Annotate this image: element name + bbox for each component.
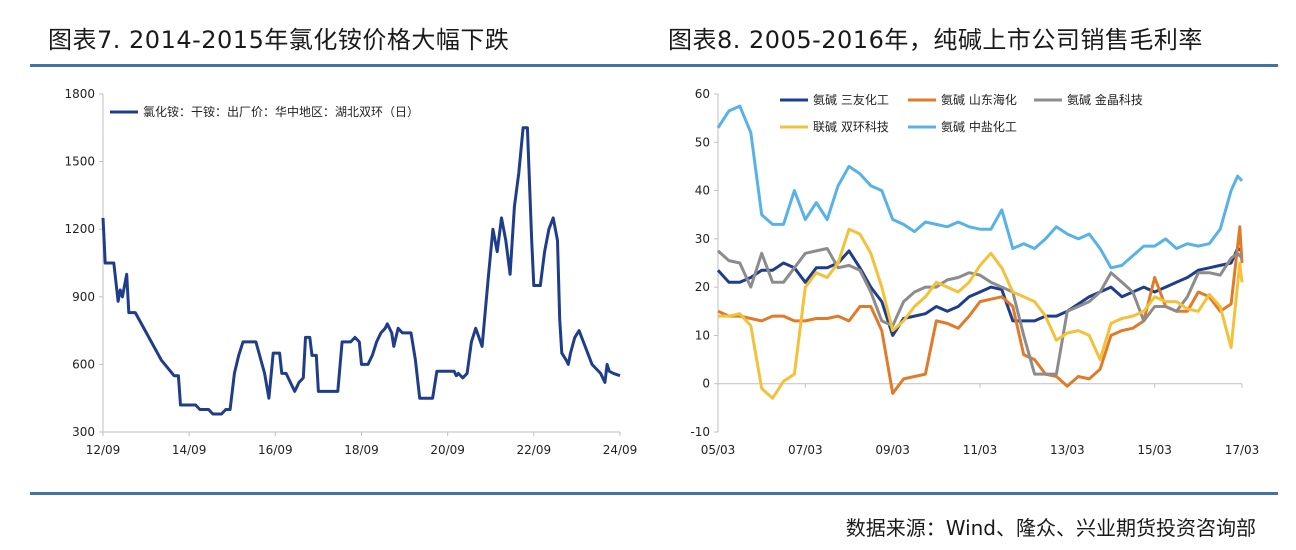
x-tick-label: 22/09 [517, 443, 552, 457]
legend-label: 氨碱 金晶科技 [1067, 92, 1143, 107]
series-line-0 [716, 247, 1243, 337]
x-tick-label: 12/09 [86, 443, 121, 457]
ammonium-chloride-price-chart: 300 600 900 1200 1500 1800 12/09 14/09 16/09 18/0… [30, 80, 650, 480]
legend-label: 联碱 双环科技 [813, 120, 889, 134]
x-tick-label: 05/03 [701, 443, 736, 457]
y-tick-label: 50 [695, 135, 710, 149]
y-tick-label: 10 [695, 328, 710, 342]
legend-label: 氯化铵：干铵：出厂价：华中地区：湖北双环（日） [143, 104, 419, 119]
series-line-0 [101, 126, 621, 416]
y-tick-label: 0 [702, 377, 710, 391]
x-tick-label: 13/03 [1050, 443, 1085, 457]
x-tick-label: 17/03 [1225, 443, 1260, 457]
series-line-2 [717, 247, 1244, 376]
price-line-chart: 300 600 900 1200 1500 1800 12/09 14/09 16/09 18/0… [64, 87, 638, 457]
series-line-3 [718, 227, 1244, 400]
soda-ash-margin-chart: -10 0 10 20 30 40 50 60 05/03 07/03 09/03 11/03 13/0… [660, 80, 1278, 480]
chart-title-left: 图表7. 2014-2015年氯化铵价格大幅下跌 [48, 26, 510, 54]
y-tick-label: 600 [72, 357, 95, 371]
x-tick-label: 14/09 [172, 443, 207, 457]
y-tick-label: 900 [72, 290, 95, 304]
x-tick-label: 07/03 [788, 443, 823, 457]
x-tick-label: 18/09 [344, 443, 379, 457]
x-tick-label: 16/09 [258, 443, 293, 457]
data-source: 数据来源：Wind、隆众、兴业期货投资咨询部 [845, 516, 1256, 540]
y-tick-label: 1800 [64, 87, 95, 101]
y-tick-label: 20 [695, 280, 710, 294]
y-tick-label: 1200 [64, 222, 95, 236]
legend-label: 氨碱 中盐化工 [941, 119, 1017, 134]
x-tick-label: 15/03 [1137, 443, 1172, 457]
y-tick-label: 300 [72, 425, 95, 439]
x-tick-label: 24/09 [603, 443, 638, 457]
chart-title-right: 图表8. 2005-2016年，纯碱上市公司销售毛利率 [668, 26, 1203, 54]
legend-label: 氨碱 山东海化 [941, 92, 1017, 107]
x-tick-label: 11/03 [963, 443, 998, 457]
legend-label: 氨碱 三友化工 [813, 93, 889, 107]
margin-line-chart: -10 0 10 20 30 40 50 60 05/03 07/03 09/03 11/03 13/0… [690, 87, 1260, 457]
y-tick-label: 30 [695, 232, 710, 246]
y-tick-label: 40 [695, 184, 710, 198]
y-tick-label: 60 [695, 87, 710, 101]
x-tick-label: 20/09 [430, 443, 465, 457]
y-tick-label: -10 [690, 425, 710, 439]
y-tick-label: 1500 [64, 155, 95, 169]
x-tick-label: 09/03 [875, 443, 910, 457]
bottom-divider [30, 492, 1278, 495]
top-divider [30, 64, 1278, 67]
series-line-4 [716, 104, 1244, 270]
